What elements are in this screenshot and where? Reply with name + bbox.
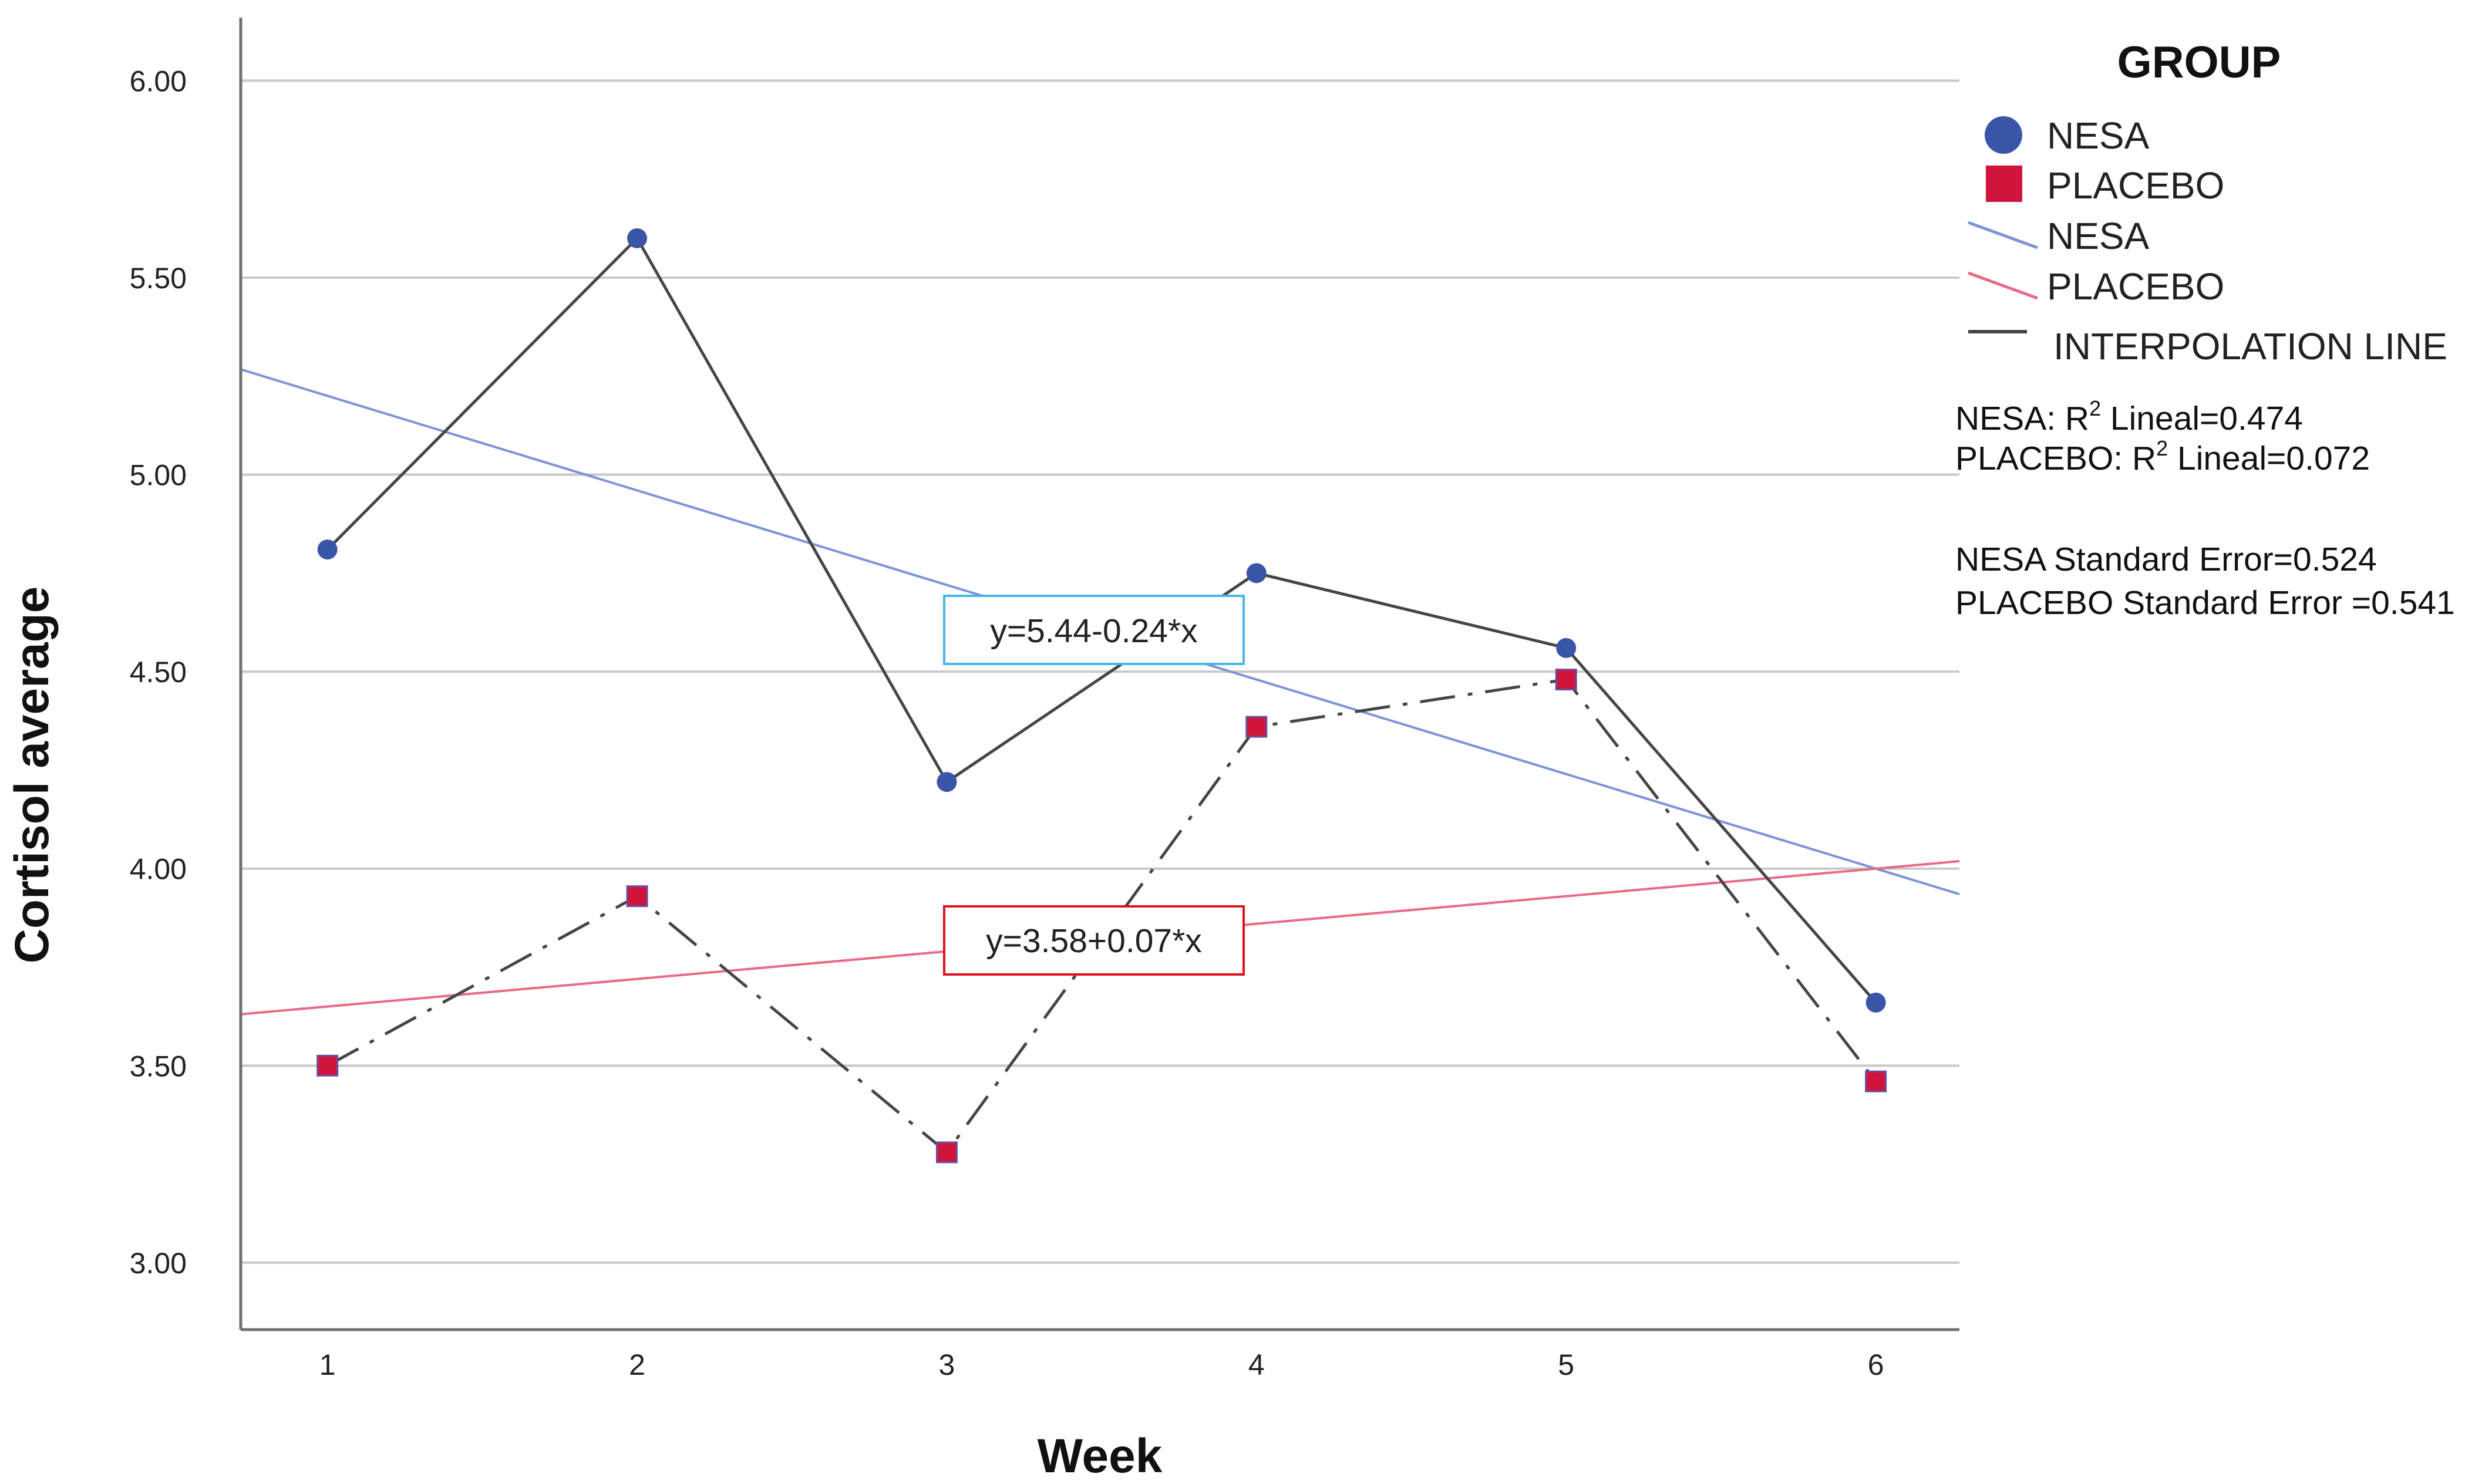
legend-nesa-marker-label: NESA: [2047, 114, 2150, 157]
data-markers: [316, 228, 1887, 1163]
point-placebo-week-2: [626, 885, 648, 908]
legend: GROUP NESA PLACEBO NESA PLACEBO INTERPOL…: [1968, 38, 2447, 367]
point-placebo-week-1: [316, 1054, 339, 1077]
y-tick-label-5: 5.50: [130, 262, 187, 295]
legend-nesa-marker-icon: [1985, 116, 2022, 154]
r2-placebo: PLACEBO: R2 Lineal=0.072: [1955, 436, 2370, 477]
r2-nesa-sup: 2: [2089, 396, 2101, 420]
r2-nesa-suffix: Lineal=0.474: [2101, 400, 2303, 437]
standard-error-placebo: PLACEBO Standard Error =0.541: [1955, 584, 2455, 622]
point-placebo-week-3: [935, 1141, 958, 1163]
y-tick-label-6: 6.00: [130, 65, 187, 97]
x-tick-label-4: 4: [1248, 1348, 1265, 1381]
legend-interpolation-label: INTERPOLATION LINE: [2053, 325, 2447, 367]
x-tick-label-3: 3: [939, 1348, 955, 1381]
equation-box-nesa: y=5.44-0.24*x: [943, 595, 1245, 665]
interpolation-line-nesa: [326, 237, 1877, 1004]
x-tick-label-2: 2: [629, 1348, 645, 1381]
x-tick-label-5: 5: [1558, 1348, 1574, 1381]
point-nesa-week-6: [1865, 992, 1886, 1013]
point-nesa-week-2: [627, 228, 648, 248]
axes: [239, 18, 1959, 1331]
legend-placebo-marker-label: PLACEBO: [2047, 164, 2224, 207]
tick-labels: 3.00 3.50 4.00 4.50 5.00 5.50 6.00 1 2 3 4 5 6: [130, 65, 1884, 1381]
legend-nesa-fit-icon: [1968, 221, 2038, 249]
equation-box-placebo-frame: [943, 905, 1245, 976]
y-tick-label-2: 4.00: [130, 853, 187, 886]
standard-error-nesa: NESA Standard Error=0.524: [1955, 541, 2377, 578]
interpolation-lines: [326, 237, 1877, 1154]
x-tick-label-1: 1: [319, 1348, 336, 1381]
point-placebo-week-4: [1245, 716, 1268, 738]
y-tick-label-4: 5.00: [130, 459, 187, 492]
point-nesa-week-3: [937, 772, 957, 792]
x-axis-title: Week: [1038, 1429, 1163, 1483]
r2-placebo-suffix: Lineal=0.072: [2168, 440, 2370, 477]
r2-nesa-prefix: NESA: R: [1955, 400, 2089, 437]
x-tick-label-6: 6: [1868, 1348, 1884, 1381]
point-nesa-week-1: [317, 539, 338, 560]
point-nesa-week-5: [1556, 638, 1577, 658]
y-axis-title: Cortisol average: [5, 586, 59, 964]
equation-box-placebo: y=3.58+0.07*x: [943, 905, 1245, 976]
y-tick-label-3: 4.50: [130, 656, 187, 689]
legend-placebo-fit-icon: [1968, 271, 2038, 300]
grid-layer: [241, 79, 1959, 1264]
legend-nesa-fit-label: NESA: [2047, 215, 2150, 257]
fit-statistics: NESA: R2 Lineal=0.474 PLACEBO: R2 Lineal…: [1955, 396, 2455, 622]
r2-placebo-sup: 2: [2156, 436, 2168, 460]
point-nesa-week-4: [1246, 563, 1267, 584]
point-placebo-week-5: [1555, 669, 1577, 691]
equation-box-nesa-frame: [943, 595, 1245, 665]
equation-nesa: y=5.44-0.24*x: [990, 612, 1197, 650]
y-tick-label-1: 3.50: [130, 1050, 187, 1082]
legend-placebo-marker-icon: [1986, 166, 2022, 202]
legend-placebo-fit-label: PLACEBO: [2047, 265, 2224, 308]
r2-placebo-prefix: PLACEBO: R: [1955, 440, 2156, 477]
point-placebo-week-6: [1865, 1070, 1887, 1092]
y-tick-label-0: 3.00: [130, 1247, 187, 1280]
equation-placebo: y=3.58+0.07*x: [986, 922, 1202, 960]
legend-title: GROUP: [2117, 38, 2281, 87]
r2-nesa: NESA: R2 Lineal=0.474: [1955, 396, 2303, 437]
